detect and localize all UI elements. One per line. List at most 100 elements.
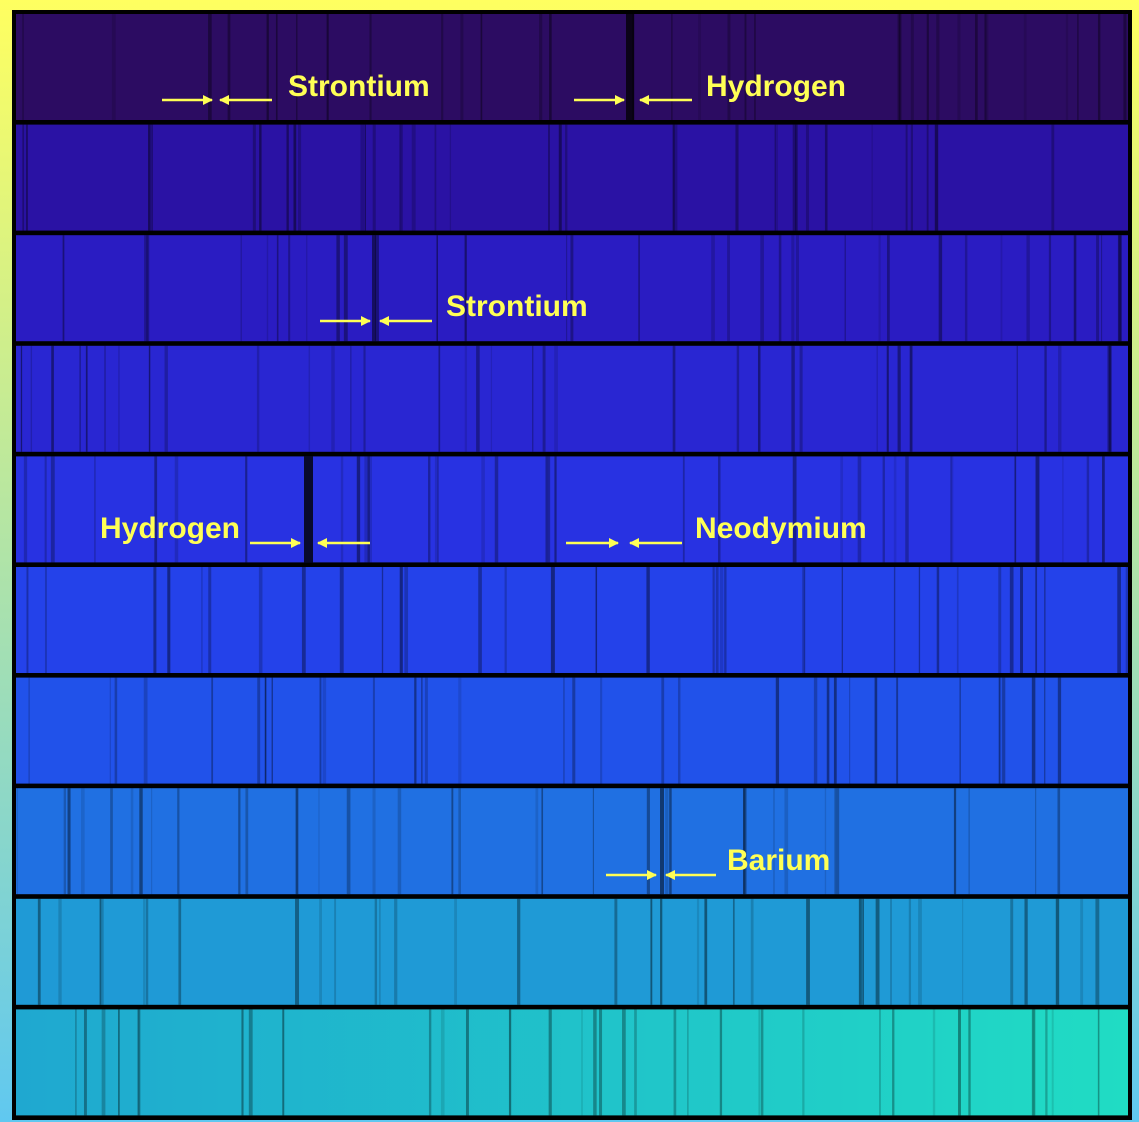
absorption-line [259,567,263,673]
absorption-line [398,788,402,894]
absorption-line [737,346,739,452]
absorption-line [436,235,438,341]
absorption-line [1117,567,1121,673]
absorption-line [373,125,376,231]
absorption-line [21,346,22,452]
absorption-line [104,346,106,452]
absorption-line [549,14,552,120]
absorption-line [806,125,809,231]
absorption-line [1098,14,1100,120]
absorption-line [960,678,961,784]
absorption-line [94,456,95,562]
absorption-line [151,788,152,894]
absorption-line [1057,788,1060,894]
absorption-line [360,125,364,231]
absorption-line [791,346,794,452]
absorption-line [599,1009,602,1115]
absorption-line [24,456,27,562]
absorption-line [939,235,942,341]
absorption-line [144,678,148,784]
absorption-line [412,125,416,231]
absorption-line [877,346,878,452]
absorption-line [1095,899,1099,1005]
absorption-line [894,456,897,562]
absorption-line [51,346,54,452]
absorption-line [876,899,880,1005]
absorption-line [834,678,837,784]
absorption-line [441,1009,445,1115]
absorption-line [153,567,156,673]
absorption-line [698,14,701,120]
absorption-line [241,1009,243,1115]
absorption-line [458,788,461,894]
absorption-line [306,235,307,341]
absorption-line [825,125,828,231]
absorption-line [421,678,423,784]
absorption-line [509,1009,511,1115]
absorption-line [293,125,296,231]
absorption-line [879,1009,881,1115]
absorption-line [1052,1009,1054,1115]
absorption-line [517,899,520,1005]
absorption-line [827,678,830,784]
absorption-line [1126,567,1129,673]
absorption-line [1066,14,1068,120]
absorption-line [906,125,908,231]
absorption-line [936,14,939,120]
absorption-line [208,14,212,120]
absorption-line [26,567,28,673]
absorption-line [760,235,764,341]
absorption-line [178,899,181,1005]
absorption-line [718,456,720,562]
absorption-line [140,1009,141,1115]
absorption-line [86,346,88,452]
absorption-line [51,456,55,562]
absorption-line [267,235,268,341]
absorption-line [327,14,329,120]
absorption-line [539,14,542,120]
annotation-label: Hydrogen [100,512,240,545]
absorption-line [975,14,978,120]
absorption-line [1101,235,1102,341]
absorption-line [320,678,322,784]
absorption-line [806,899,810,1005]
absorption-line [38,899,41,1005]
absorption-line [1049,235,1051,341]
spectrum-strip [16,1009,1128,1115]
absorption-line [460,14,463,120]
absorption-line [872,125,873,231]
absorption-line [720,567,724,673]
absorption-line [435,125,437,231]
absorption-line [438,346,440,452]
absorption-line [428,456,430,562]
absorption-line [814,678,817,784]
absorption-line [394,899,397,1005]
absorption-line [110,788,113,894]
spectrum-strip [16,346,1128,452]
absorption-line [167,567,170,673]
absorption-line [375,899,377,1005]
absorption-line [878,235,880,341]
absorption-line [363,346,365,452]
absorption-line [1098,1009,1100,1115]
spectrum-strip [16,788,1128,894]
absorption-line [548,125,549,231]
absorption-line [779,235,782,341]
absorption-line [45,567,47,673]
absorption-line [776,678,779,784]
absorption-line [22,125,24,231]
absorption-line [1032,1009,1034,1115]
absorption-line [622,1009,626,1115]
absorption-line [102,1009,106,1115]
absorption-line [400,125,402,231]
absorption-line [532,346,533,452]
absorption-line [858,456,862,562]
absorption-line [64,788,66,894]
absorption-line [282,1009,284,1115]
absorption-line [596,567,597,673]
absorption-line [1032,678,1036,784]
absorption-line [711,235,715,341]
absorption-line [614,899,617,1005]
absorption-line [323,678,327,784]
absorption-line [340,567,344,673]
